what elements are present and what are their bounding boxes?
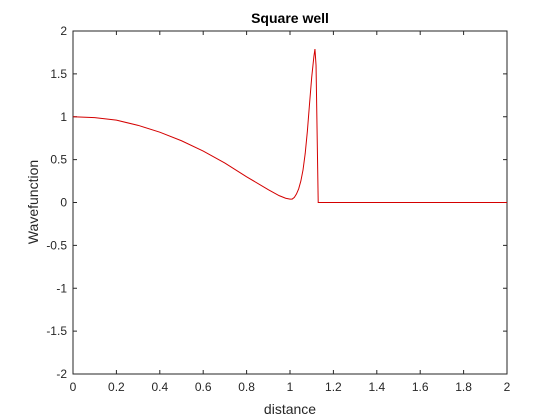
x-tick-label: 0.2 [108, 380, 125, 394]
x-tick-label: 1.6 [412, 380, 429, 394]
x-tick-label: 1.4 [368, 380, 385, 394]
x-tick-label: 0.8 [238, 380, 255, 394]
x-tick-label: 0 [70, 380, 77, 394]
series-line [72, 48, 507, 203]
x-tick-label: 0.6 [195, 380, 212, 394]
tick-group: 0 0.2 0.4 0.6 0.8 1 1.2 1.4 1.6 1.8 2 -2 -1.5 -1 -0.5 0… [46, 24, 510, 394]
y-tick-label: -0.5 [46, 238, 67, 252]
x-tick-label: 1 [287, 380, 294, 394]
y-tick-label: -1.5 [46, 324, 67, 338]
series-layer [72, 48, 507, 203]
x-tick-label: 2 [504, 380, 511, 394]
y-tick-label: 0 [60, 196, 67, 210]
x-tick-label: 0.4 [151, 380, 168, 394]
y-axis-label: Wavefunction [25, 160, 41, 244]
y-tick-label: 1 [60, 110, 67, 124]
y-tick-label: 0.5 [50, 153, 67, 167]
x-axis-label: distance [264, 401, 316, 417]
y-tick-label: -1 [56, 281, 67, 295]
y-tick-label: -2 [56, 367, 67, 381]
y-tick-label: 1.5 [50, 67, 67, 81]
x-tick-label: 1.2 [325, 380, 342, 394]
y-tick-label: 2 [60, 24, 67, 38]
x-tick-label: 1.8 [455, 380, 472, 394]
chart-title: Square well [251, 10, 329, 26]
